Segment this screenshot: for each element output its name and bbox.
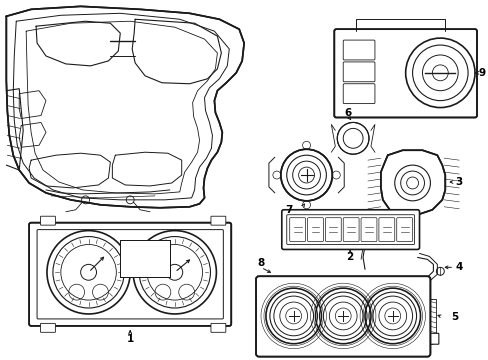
FancyBboxPatch shape (343, 62, 374, 82)
Text: 5: 5 (450, 312, 458, 322)
FancyBboxPatch shape (334, 29, 476, 117)
FancyBboxPatch shape (325, 218, 341, 242)
FancyBboxPatch shape (210, 216, 225, 225)
FancyBboxPatch shape (256, 276, 429, 357)
FancyBboxPatch shape (41, 323, 55, 332)
Circle shape (280, 149, 332, 201)
Text: 3: 3 (454, 177, 462, 187)
FancyBboxPatch shape (343, 84, 374, 104)
FancyBboxPatch shape (378, 218, 394, 242)
Circle shape (166, 264, 183, 280)
Text: 1: 1 (126, 334, 134, 344)
Polygon shape (380, 150, 445, 215)
FancyBboxPatch shape (406, 333, 418, 344)
FancyBboxPatch shape (396, 218, 412, 242)
Text: 8: 8 (257, 258, 264, 268)
Text: 2: 2 (346, 252, 353, 262)
FancyBboxPatch shape (343, 218, 358, 242)
Text: 4: 4 (454, 262, 462, 272)
Bar (120, 239, 169, 277)
Text: 9: 9 (478, 68, 485, 78)
FancyBboxPatch shape (307, 218, 323, 242)
FancyBboxPatch shape (29, 223, 231, 326)
Circle shape (81, 264, 96, 280)
Circle shape (337, 122, 368, 154)
Text: 7: 7 (285, 205, 292, 215)
Text: 6: 6 (344, 108, 351, 117)
FancyBboxPatch shape (425, 333, 438, 344)
Bar (120, 239, 169, 277)
FancyBboxPatch shape (360, 218, 376, 242)
FancyBboxPatch shape (343, 40, 374, 60)
FancyBboxPatch shape (210, 323, 225, 332)
FancyBboxPatch shape (281, 210, 419, 249)
FancyBboxPatch shape (41, 216, 55, 225)
Polygon shape (6, 6, 244, 208)
FancyBboxPatch shape (289, 218, 305, 242)
